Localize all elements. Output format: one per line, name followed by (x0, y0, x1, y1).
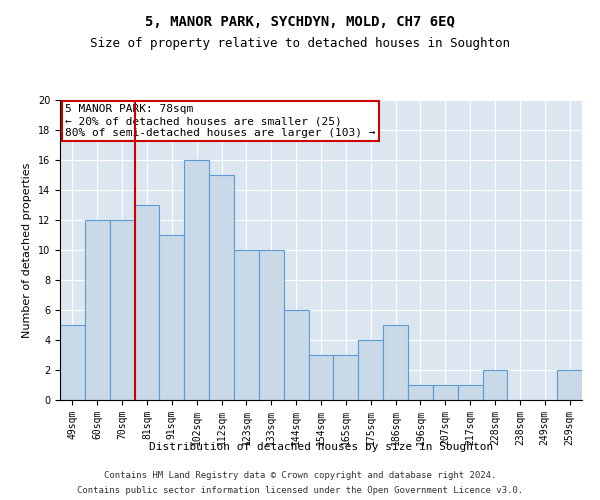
Text: Size of property relative to detached houses in Soughton: Size of property relative to detached ho… (90, 38, 510, 51)
Bar (85, 220, 110, 400)
Bar (160, 235, 184, 400)
Text: 5, MANOR PARK, SYCHDYN, MOLD, CH7 6EQ: 5, MANOR PARK, SYCHDYN, MOLD, CH7 6EQ (145, 15, 455, 29)
Bar (334, 355, 358, 400)
Text: 5 MANOR PARK: 78sqm
← 20% of detached houses are smaller (25)
80% of semi-detach: 5 MANOR PARK: 78sqm ← 20% of detached ho… (65, 104, 376, 138)
Bar (134, 205, 160, 400)
Bar (557, 370, 582, 400)
Bar (284, 310, 308, 400)
Bar (308, 355, 334, 400)
Y-axis label: Number of detached properties: Number of detached properties (22, 162, 32, 338)
Bar (408, 385, 433, 400)
Bar (433, 385, 458, 400)
Bar (184, 160, 209, 400)
Text: Distribution of detached houses by size in Soughton: Distribution of detached houses by size … (149, 442, 493, 452)
Bar (358, 340, 383, 400)
Text: Contains public sector information licensed under the Open Government Licence v3: Contains public sector information licen… (77, 486, 523, 495)
Bar (482, 370, 508, 400)
Text: Contains HM Land Registry data © Crown copyright and database right 2024.: Contains HM Land Registry data © Crown c… (104, 471, 496, 480)
Bar (60, 325, 85, 400)
Bar (383, 325, 408, 400)
Bar (259, 250, 284, 400)
Bar (209, 175, 234, 400)
Bar (234, 250, 259, 400)
Bar (110, 220, 134, 400)
Bar (458, 385, 482, 400)
